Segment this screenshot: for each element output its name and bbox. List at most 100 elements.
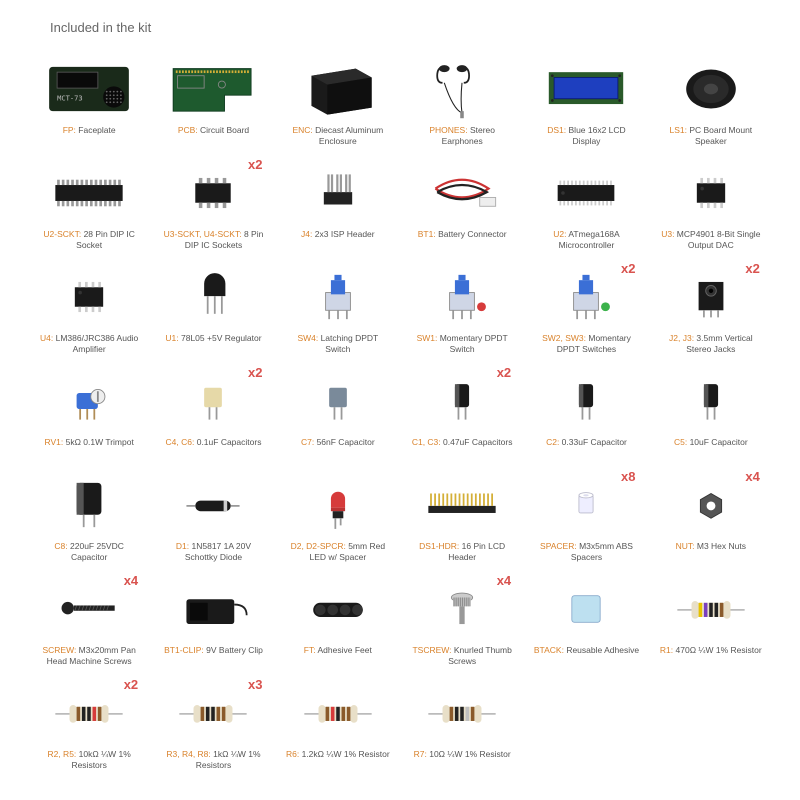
- page-title: Included in the kit: [50, 20, 770, 35]
- item-image: MCT-73: [36, 53, 142, 125]
- kit-item: MCT-73 FP: Faceplate: [30, 53, 148, 151]
- kit-item: C7: 56nF Capacitor: [279, 365, 397, 463]
- item-image: [285, 573, 391, 645]
- item-label: FP: Faceplate: [63, 125, 116, 151]
- kit-item: BT1-CLIP: 9V Battery Clip: [154, 573, 272, 671]
- item-image: [36, 365, 142, 437]
- item-image: [36, 469, 142, 541]
- qty-badge: x3: [248, 677, 262, 692]
- item-image: [658, 157, 764, 229]
- item-label: SW1: Momentary DPDT Switch: [409, 333, 515, 359]
- item-label: R3, R4, R8: 1kΩ ¼W 1% Resistors: [160, 749, 266, 775]
- item-image: [160, 573, 266, 645]
- kit-item: R1: 470Ω ¼W 1% Resistor: [652, 573, 770, 671]
- kit-item: DS1-HDR: 16 Pin LCD Header: [403, 469, 521, 567]
- item-image: [409, 677, 515, 749]
- item-image: [658, 573, 764, 645]
- item-image: [409, 261, 515, 333]
- qty-badge: x2: [124, 677, 138, 692]
- qty-badge: x2: [745, 261, 759, 276]
- kit-item: J4: 2x3 ISP Header: [279, 157, 397, 255]
- item-image: x2: [36, 677, 142, 749]
- item-image: [533, 573, 639, 645]
- item-image: [285, 261, 391, 333]
- item-image: [285, 677, 391, 749]
- kit-item: x4 SCREW: M3x20mm Pan Head Machine Screw…: [30, 573, 148, 671]
- kit-item: x2 R2, R5: 10kΩ ¼W 1% Resistors: [30, 677, 148, 775]
- kit-item: x2 U3-SCKT, U4-SCKT: 8 Pin DIP IC Socket…: [154, 157, 272, 255]
- item-image: x2: [160, 365, 266, 437]
- kit-item: LS1: PC Board Mount Speaker: [652, 53, 770, 151]
- item-image: [285, 53, 391, 125]
- item-label: C5: 10uF Capacitor: [674, 437, 748, 463]
- item-image: x4: [658, 469, 764, 541]
- item-label: U4: LM386/JRC386 Audio Amplifier: [36, 333, 142, 359]
- item-image: [285, 469, 391, 541]
- item-image: [409, 469, 515, 541]
- kit-item: U4: LM386/JRC386 Audio Amplifier: [30, 261, 148, 359]
- item-label: SW2, SW3: Momentary DPDT Switches: [533, 333, 639, 359]
- kit-item: SW4: Latching DPDT Switch: [279, 261, 397, 359]
- kit-item: U1: 78L05 +5V Regulator: [154, 261, 272, 359]
- kit-item: C8: 220uF 25VDC Capacitor: [30, 469, 148, 567]
- item-label: C2: 0.33uF Capacitor: [546, 437, 627, 463]
- kit-item: R7: 10Ω ¼W 1% Resistor: [403, 677, 521, 775]
- kit-item: BTACK: Reusable Adhesive: [527, 573, 645, 671]
- item-image: [533, 365, 639, 437]
- item-label: R2, R5: 10kΩ ¼W 1% Resistors: [36, 749, 142, 775]
- qty-badge: x2: [497, 365, 511, 380]
- qty-badge: x8: [621, 469, 635, 484]
- kit-item: RV1: 5kΩ 0.1W Trimpot: [30, 365, 148, 463]
- qty-badge: x2: [621, 261, 635, 276]
- kit-item: U2-SCKT: 28 Pin DIP IC Socket: [30, 157, 148, 255]
- kit-item: x4 NUT: M3 Hex Nuts: [652, 469, 770, 567]
- kit-item: D2, D2-SPCR: 5mm Red LED w/ Spacer: [279, 469, 397, 567]
- item-label: SW4: Latching DPDT Switch: [285, 333, 391, 359]
- kit-item: x2 C1, C3: 0.47uF Capacitors: [403, 365, 521, 463]
- kit-item: x2 SW2, SW3: Momentary DPDT Switches: [527, 261, 645, 359]
- kit-item: PCB: Circuit Board: [154, 53, 272, 151]
- kit-item: C5: 10uF Capacitor: [652, 365, 770, 463]
- svg-text:MCT-73: MCT-73: [57, 94, 83, 103]
- kit-grid: MCT-73 FP: Faceplate PCB: Circuit Board …: [30, 53, 770, 775]
- item-label: RV1: 5kΩ 0.1W Trimpot: [44, 437, 133, 463]
- kit-item: BT1: Battery Connector: [403, 157, 521, 255]
- item-label: D1: 1N5817 1A 20V Schottky Diode: [160, 541, 266, 567]
- item-label: SCREW: M3x20mm Pan Head Machine Screws: [36, 645, 142, 671]
- item-image: [160, 469, 266, 541]
- kit-item: SW1: Momentary DPDT Switch: [403, 261, 521, 359]
- item-image: [160, 53, 266, 125]
- kit-item: DS1: Blue 16x2 LCD Display: [527, 53, 645, 151]
- item-label: PHONES: Stereo Earphones: [409, 125, 515, 151]
- item-label: BTACK: Reusable Adhesive: [534, 645, 639, 671]
- kit-item: U2: ATmega168A Microcontroller: [527, 157, 645, 255]
- item-label: J2, J3: 3.5mm Vertical Stereo Jacks: [658, 333, 764, 359]
- item-image: x2: [533, 261, 639, 333]
- qty-badge: x4: [124, 573, 138, 588]
- item-label: C1, C3: 0.47uF Capacitors: [412, 437, 513, 463]
- item-image: x2: [160, 157, 266, 229]
- kit-item: U3: MCP4901 8-Bit Single Output DAC: [652, 157, 770, 255]
- item-image: x4: [36, 573, 142, 645]
- kit-item: x8 SPACER: M3x5mm ABS Spacers: [527, 469, 645, 567]
- kit-item: ENC: Diecast Aluminum Enclosure: [279, 53, 397, 151]
- item-label: ENC: Diecast Aluminum Enclosure: [285, 125, 391, 151]
- kit-item: x2 C4, C6: 0.1uF Capacitors: [154, 365, 272, 463]
- kit-item: FT: Adhesive Feet: [279, 573, 397, 671]
- item-label: R7: 10Ω ¼W 1% Resistor: [414, 749, 511, 775]
- item-image: [533, 53, 639, 125]
- item-label: DS1-HDR: 16 Pin LCD Header: [409, 541, 515, 567]
- item-image: x2: [409, 365, 515, 437]
- item-image: [285, 157, 391, 229]
- item-image: [658, 365, 764, 437]
- kit-item: R6: 1.2kΩ ¼W 1% Resistor: [279, 677, 397, 775]
- item-label: U2-SCKT: 28 Pin DIP IC Socket: [36, 229, 142, 255]
- qty-badge: x2: [248, 365, 262, 380]
- item-image: x8: [533, 469, 639, 541]
- item-label: C7: 56nF Capacitor: [301, 437, 375, 463]
- kit-item: x2 J2, J3: 3.5mm Vertical Stereo Jacks: [652, 261, 770, 359]
- item-image: [409, 53, 515, 125]
- item-label: J4: 2x3 ISP Header: [301, 229, 375, 255]
- item-label: DS1: Blue 16x2 LCD Display: [533, 125, 639, 151]
- qty-badge: x2: [248, 157, 262, 172]
